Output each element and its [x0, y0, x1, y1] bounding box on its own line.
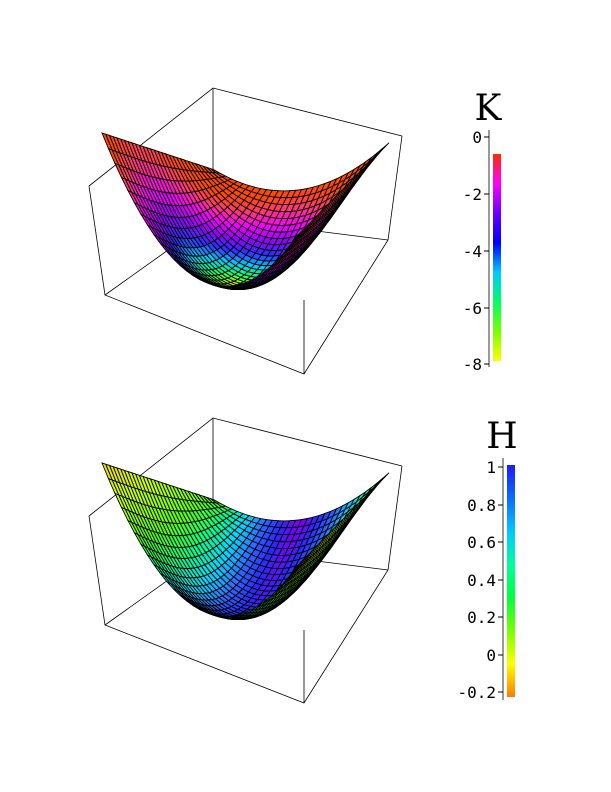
- h-tick-label: 0: [486, 646, 496, 665]
- h-saddle-surface: [101, 462, 390, 621]
- h-tick-label: 0.8: [467, 496, 496, 515]
- k-colorbar-ticks: 0 -2 -4 -6 -8: [463, 128, 489, 374]
- k-plot: K 0 -2 -4 -6 -8: [88, 87, 503, 375]
- k-tick-label: -6: [463, 299, 482, 318]
- h-tick-label: 0.4: [467, 571, 496, 590]
- h-legend-title: H: [486, 416, 517, 457]
- h-colorbar: H 1 0.8 0.6 0.4 0.2 0 -0.2: [457, 416, 517, 702]
- h-colorbar-ticks: 1 0.8 0.6 0.4 0.2 0 -0.2: [457, 458, 503, 702]
- k-tick-label: -8: [463, 355, 482, 374]
- k-tick-label: -2: [463, 185, 482, 204]
- h-colorbar-strip: [507, 465, 515, 697]
- k-tick-label: -4: [463, 242, 482, 261]
- h-tick-label: 0.2: [467, 608, 496, 627]
- surface-patch: [290, 232, 301, 246]
- k-bounding-box-front: [88, 135, 403, 375]
- h-bounding-box-front: [88, 465, 403, 704]
- k-legend-title: K: [475, 88, 503, 129]
- k-saddle-surface: [101, 132, 390, 291]
- k-tick-label: 0: [472, 128, 482, 147]
- surface-patch: [290, 562, 301, 576]
- h-tick-label: -0.2: [457, 683, 496, 702]
- k-colorbar: K 0 -2 -4 -6 -8: [463, 88, 503, 374]
- k-colorbar-strip: [493, 154, 501, 361]
- h-tick-label: 0.6: [467, 533, 496, 552]
- h-plot: H 1 0.8 0.6 0.4 0.2 0 -0.2: [88, 416, 518, 704]
- h-tick-label: 1: [486, 458, 496, 477]
